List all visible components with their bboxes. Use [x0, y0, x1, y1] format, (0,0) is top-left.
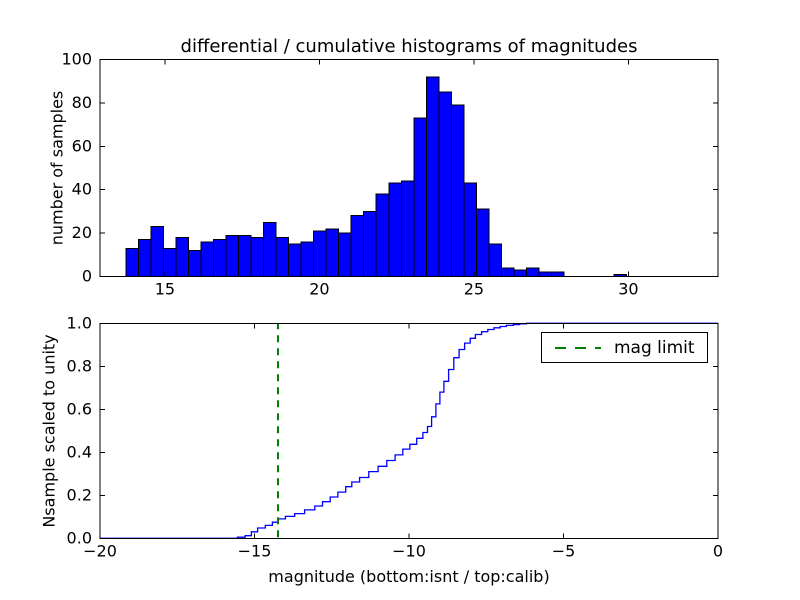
bottom-axes-xtick-label: −5: [552, 541, 576, 560]
bottom-x-axis-label: magnitude (bottom:isnt / top:calib): [268, 567, 550, 586]
legend: mag limit: [541, 332, 708, 363]
histogram-bar: [550, 271, 565, 278]
histogram-bar: [513, 269, 527, 277]
histogram-bar: [438, 91, 452, 277]
dashed-line-legend-sample: [555, 346, 601, 349]
histogram-bar: [350, 215, 365, 278]
histogram-bar: [475, 208, 490, 277]
histogram-bar: [313, 230, 327, 277]
top-axes-xtick-label: 25: [464, 280, 484, 299]
bottom-axes-ytick-label: 0.4: [67, 442, 92, 461]
bottom-axes-ytick-label: 1.0: [67, 313, 92, 332]
top-axes-ytick-label: 40: [72, 180, 92, 199]
histogram-bar: [388, 182, 402, 277]
histogram-bar: [525, 267, 540, 278]
histogram-bar: [425, 76, 440, 277]
top-axes-ytick-label: 0: [82, 267, 92, 286]
top-axes-ytick-label: 100: [61, 50, 92, 69]
histogram-bar: [400, 180, 415, 278]
bottom-axes-ytick-label: 0.8: [67, 356, 92, 375]
histogram-bar: [288, 243, 302, 277]
histogram-bar: [338, 232, 352, 278]
histogram-bar: [300, 241, 315, 277]
top-axes-frame: [99, 59, 719, 277]
top-plot-title: differential / cumulative histograms of …: [180, 36, 638, 57]
bottom-axes-ytick-label: 0.6: [67, 399, 92, 418]
bottom-axes-xtick-label: −20: [83, 541, 117, 560]
histogram-bar: [125, 247, 139, 277]
top-axes-ytick-label: 80: [72, 93, 92, 112]
histogram-bar: [325, 228, 340, 277]
histogram-bar: [188, 249, 202, 278]
bottom-axes-ytick-label: 0.0: [67, 528, 92, 547]
bottom-axes-xtick-label: −10: [392, 541, 426, 560]
histogram-bar: [213, 239, 227, 277]
bottom-axes-xtick-label: 0: [713, 541, 723, 560]
histogram-bar: [538, 271, 552, 278]
histogram-bar: [363, 210, 377, 277]
histogram-bar: [500, 267, 515, 278]
histogram-bar: [238, 234, 252, 278]
histogram-bar: [463, 182, 477, 277]
histogram-bar: [263, 221, 277, 277]
histogram-bar: [150, 226, 164, 277]
bottom-axes-xtick-label: −15: [238, 541, 272, 560]
histogram-bar: [250, 236, 265, 278]
histogram-bar: [450, 104, 465, 277]
top-axes-xtick-label: 15: [155, 280, 175, 299]
top-axes-ytick-label: 20: [72, 223, 92, 242]
top-axes-ytick-label: 60: [72, 136, 92, 155]
histogram-bar: [225, 234, 240, 278]
histogram-bar: [413, 117, 427, 277]
histogram-bar: [375, 193, 390, 277]
histogram-bar: [275, 236, 290, 278]
legend-label: mag limit: [614, 337, 695, 358]
bottom-axes-ytick-label: 0.2: [67, 485, 92, 504]
top-axes-xtick-label: 30: [618, 280, 638, 299]
histogram-bar: [200, 241, 215, 277]
histogram-bar: [175, 236, 190, 278]
histogram-bar: [137, 239, 152, 277]
histogram-bar: [488, 243, 502, 277]
top-axes-xtick-label: 20: [309, 280, 329, 299]
